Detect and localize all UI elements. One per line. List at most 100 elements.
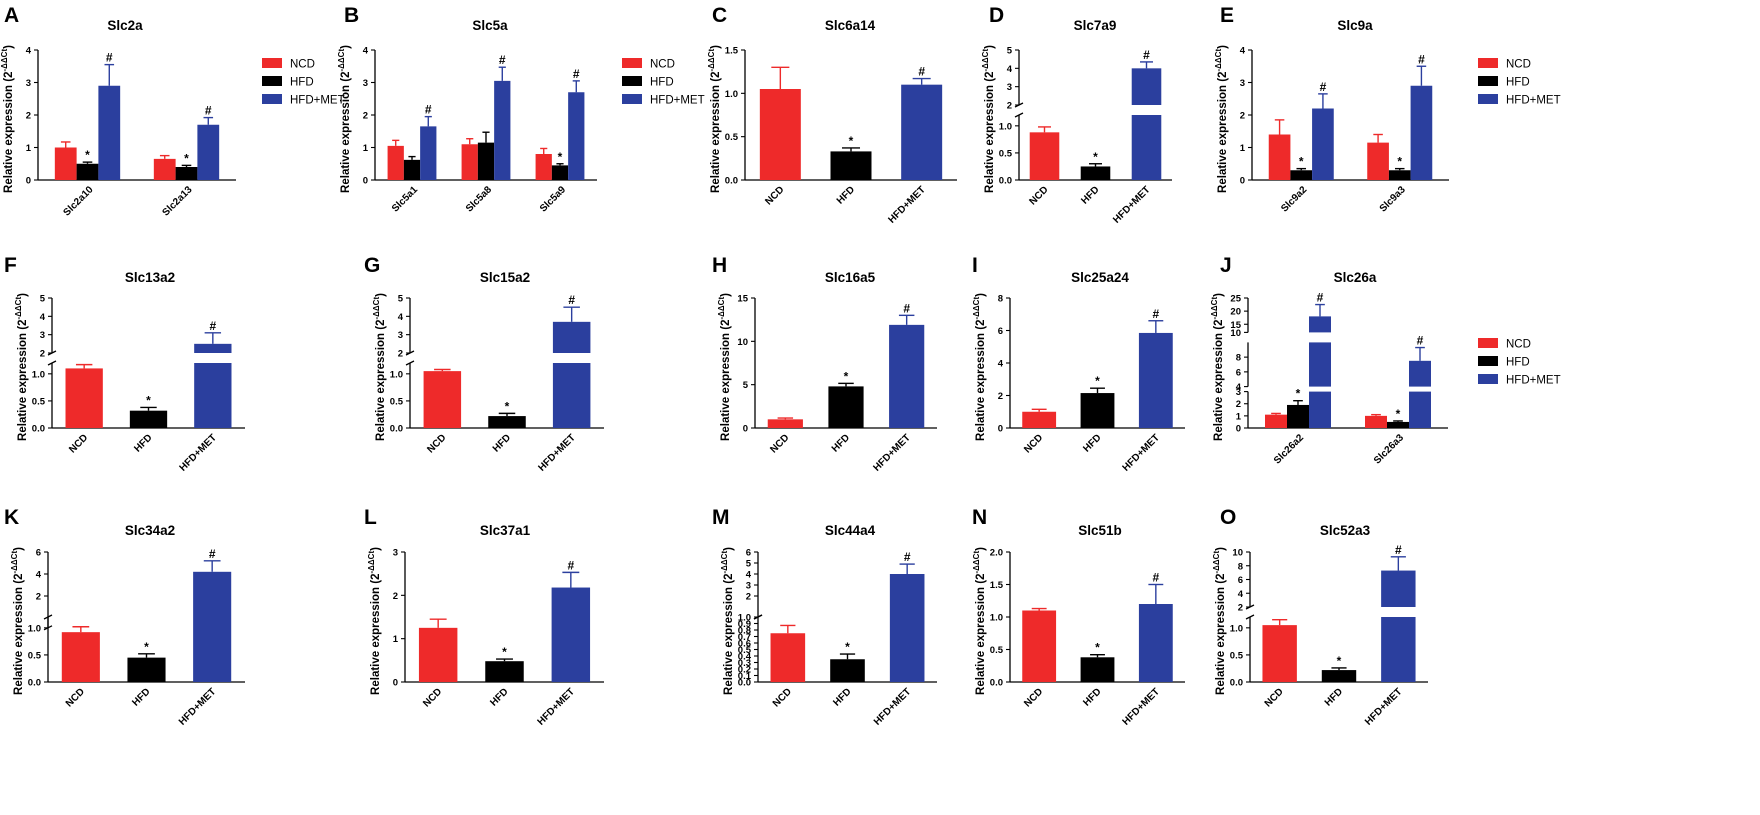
y-tick-label: 4 — [1236, 382, 1242, 393]
legend-swatch — [622, 58, 642, 68]
panel-letter: L — [364, 506, 377, 529]
legend-label: NCD — [650, 59, 675, 71]
bar — [1309, 316, 1331, 428]
y-tick-label: 1.0 — [390, 369, 403, 380]
y-tick-label: 2 — [393, 591, 398, 602]
x-category-label: HFD — [130, 686, 152, 708]
y-axis-unit-close: ) — [975, 293, 987, 297]
y-axis-unit-sup: -ΔΔCt — [367, 551, 376, 574]
y-axis-unit-sup: -ΔΔCt — [1210, 297, 1219, 320]
y-axis-unit-close: ) — [1213, 293, 1225, 297]
significance-hash: # — [205, 104, 212, 118]
bar — [197, 124, 220, 180]
legend-swatch — [622, 76, 642, 86]
bar — [98, 85, 121, 180]
bar — [889, 324, 925, 428]
bar — [153, 158, 176, 180]
bar — [76, 163, 99, 180]
y-axis-unit-sup: -ΔΔCt — [0, 49, 9, 72]
significance-star: * — [85, 148, 90, 162]
significance-star: * — [505, 399, 510, 413]
y-tick-label: 4 — [36, 570, 42, 581]
y-tick-label: 3 — [1236, 387, 1241, 398]
panel-title: Slc15a2 — [480, 270, 530, 285]
y-axis-unit-close: ) — [710, 45, 722, 49]
y-axis-label: Relative expression (2-ΔΔCt) — [0, 45, 15, 193]
y-tick-label: 1.0 — [725, 89, 738, 100]
legend-label: HFD — [650, 77, 674, 89]
bar — [129, 410, 168, 428]
panel-i: I Slc25a24 Relative expression (2-ΔΔCt) 0 2 4… — [972, 254, 1185, 474]
bar — [423, 371, 462, 428]
x-category-label: NCD — [64, 686, 87, 709]
y-tick-label: 10 — [737, 337, 748, 348]
bar — [551, 165, 569, 180]
x-category-label: HFD — [1081, 432, 1103, 454]
bar — [830, 151, 872, 180]
y-axis-unit-close: ) — [1215, 547, 1227, 551]
bar — [1367, 142, 1389, 180]
x-category-label: NCD — [1022, 432, 1045, 455]
legend-swatch — [1478, 76, 1498, 86]
bar — [1138, 332, 1173, 428]
x-category-label: HFD — [488, 686, 510, 708]
y-axis-unit-close: ) — [975, 547, 987, 551]
y-tick-label: 2 — [1238, 603, 1243, 614]
panel-letter: H — [712, 254, 727, 277]
x-category-label: Slc26a2 — [1272, 432, 1306, 466]
significance-star: * — [1095, 374, 1100, 388]
x-category-label: HFD+MET — [1121, 432, 1162, 473]
bar — [1265, 414, 1287, 428]
bar-break — [1380, 607, 1417, 617]
y-tick-label: 10 — [1230, 328, 1241, 339]
x-category-label: NCD — [1028, 184, 1051, 207]
x-category-label: NCD — [1263, 686, 1286, 709]
y-axis-label: Relative expression (2-ΔΔCt) — [1214, 45, 1229, 193]
y-tick-label: 2 — [1007, 101, 1012, 112]
x-category-label: Slc9a2 — [1279, 184, 1309, 214]
x-category-label: Slc2a10 — [61, 184, 95, 218]
y-tick-label: 6 — [746, 548, 751, 559]
bar — [568, 92, 585, 180]
panel-letter: M — [712, 506, 730, 529]
y-axis-label: Relative expression (2-ΔΔCt) — [720, 547, 735, 695]
y-tick-label: 25 — [1230, 294, 1241, 305]
panel-letter: A — [4, 4, 19, 27]
y-tick-label: 2 — [998, 391, 1003, 402]
panel-letter: B — [344, 4, 359, 27]
legend-label: HFD+MET — [1506, 375, 1561, 387]
panel-title: Slc25a24 — [1071, 270, 1129, 285]
significance-hash: # — [573, 67, 580, 81]
panel-letter: C — [712, 4, 727, 27]
bar — [193, 571, 232, 682]
y-axis-unit-close: ) — [984, 45, 996, 49]
y-tick-label: 0.0 — [28, 678, 41, 689]
y-tick-label: 0.3 — [738, 658, 751, 669]
significance-hash: # — [567, 558, 574, 572]
legend-swatch — [262, 94, 282, 104]
bar-break — [551, 353, 592, 363]
x-category-label: HFD — [1323, 686, 1345, 708]
bar — [461, 144, 478, 180]
y-tick-label: 3 — [40, 330, 45, 341]
bar — [1321, 670, 1357, 682]
panel-title: Slc7a9 — [1074, 18, 1117, 33]
y-tick-label: 3 — [393, 548, 398, 559]
bar — [494, 80, 511, 180]
panel-letter: G — [364, 254, 380, 277]
panel-title: Slc51b — [1078, 523, 1122, 538]
x-category-label: Slc9a3 — [1378, 184, 1408, 214]
bar — [1290, 170, 1313, 180]
significance-hash: # — [903, 301, 910, 315]
axis-break-mark — [1245, 614, 1255, 620]
legend-label: NCD — [1506, 59, 1531, 71]
x-category-label: HFD — [491, 432, 513, 454]
y-tick-label: 2 — [1236, 399, 1241, 410]
panel-h: H Slc16a5 Relative expression (2-ΔΔCt) 0 5 10… — [712, 254, 937, 474]
y-tick-label: 8 — [1236, 353, 1241, 364]
x-category-label: HFD+MET — [178, 432, 219, 473]
x-category-label: HFD+MET — [1111, 184, 1152, 225]
